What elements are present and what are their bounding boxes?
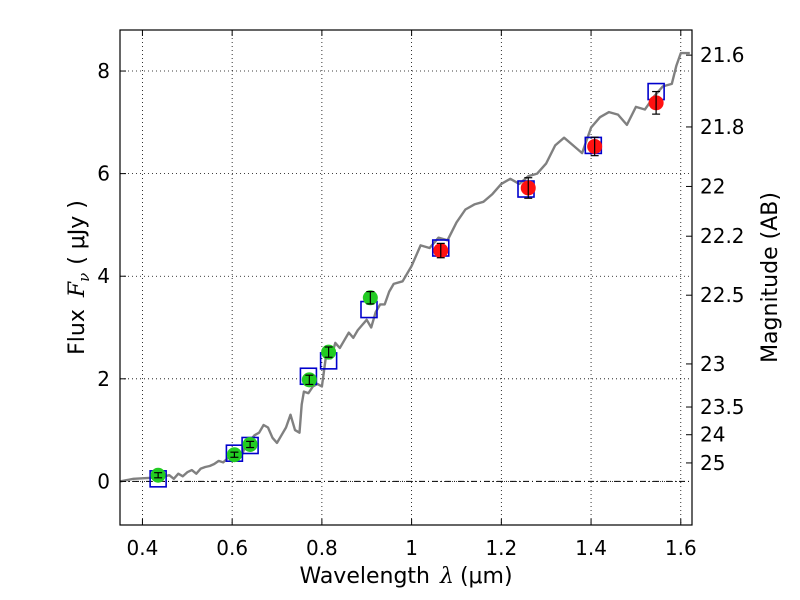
x-tick-label: 1.2 [485, 536, 517, 560]
magnitude-tick-label: 24 [700, 423, 725, 447]
magnitude-tick-label: 21.8 [700, 115, 745, 139]
y-tick-label: 6 [97, 162, 110, 186]
y-axis-title: FluxFν( μJy ) [65, 200, 93, 355]
model-spectrum [119, 51, 690, 483]
magnitude-tick-label: 21.6 [700, 43, 745, 67]
x-tick-label: 1.6 [665, 536, 697, 560]
x-tick-label: 0.4 [127, 536, 159, 560]
x-tick-label: 0.6 [216, 536, 248, 560]
magnitude-tick-label: 22.5 [700, 283, 745, 307]
magnitude-tick-label: 22.2 [700, 224, 745, 248]
y-tick-label: 4 [97, 264, 110, 288]
model-spectrum-line [119, 51, 690, 483]
x-tick-label: 1.4 [575, 536, 607, 560]
x-tick-label: 0.8 [306, 536, 338, 560]
right-axis-title: Magnitude (AB) [758, 192, 783, 363]
y-tick-label: 2 [97, 367, 110, 391]
y-tick-label: 0 [97, 469, 110, 493]
x-tick-label: 1 [405, 536, 418, 560]
grid [120, 30, 692, 525]
axis-ticks: 0.4 0.6 0.8 1 1.2 1.4 1.60246821.621.82222.222… [97, 30, 745, 560]
magnitude-tick-label: 25 [700, 451, 725, 475]
y-tick-label: 8 [97, 59, 110, 83]
magnitude-tick-label: 22 [700, 174, 725, 198]
plot-frame [119, 29, 693, 526]
magnitude-tick-label: 23.5 [700, 395, 745, 419]
x-axis-title: Wavelength λ (μm) [299, 564, 512, 589]
photometry-markers [149, 82, 665, 488]
magnitude-tick-label: 23 [700, 352, 725, 376]
